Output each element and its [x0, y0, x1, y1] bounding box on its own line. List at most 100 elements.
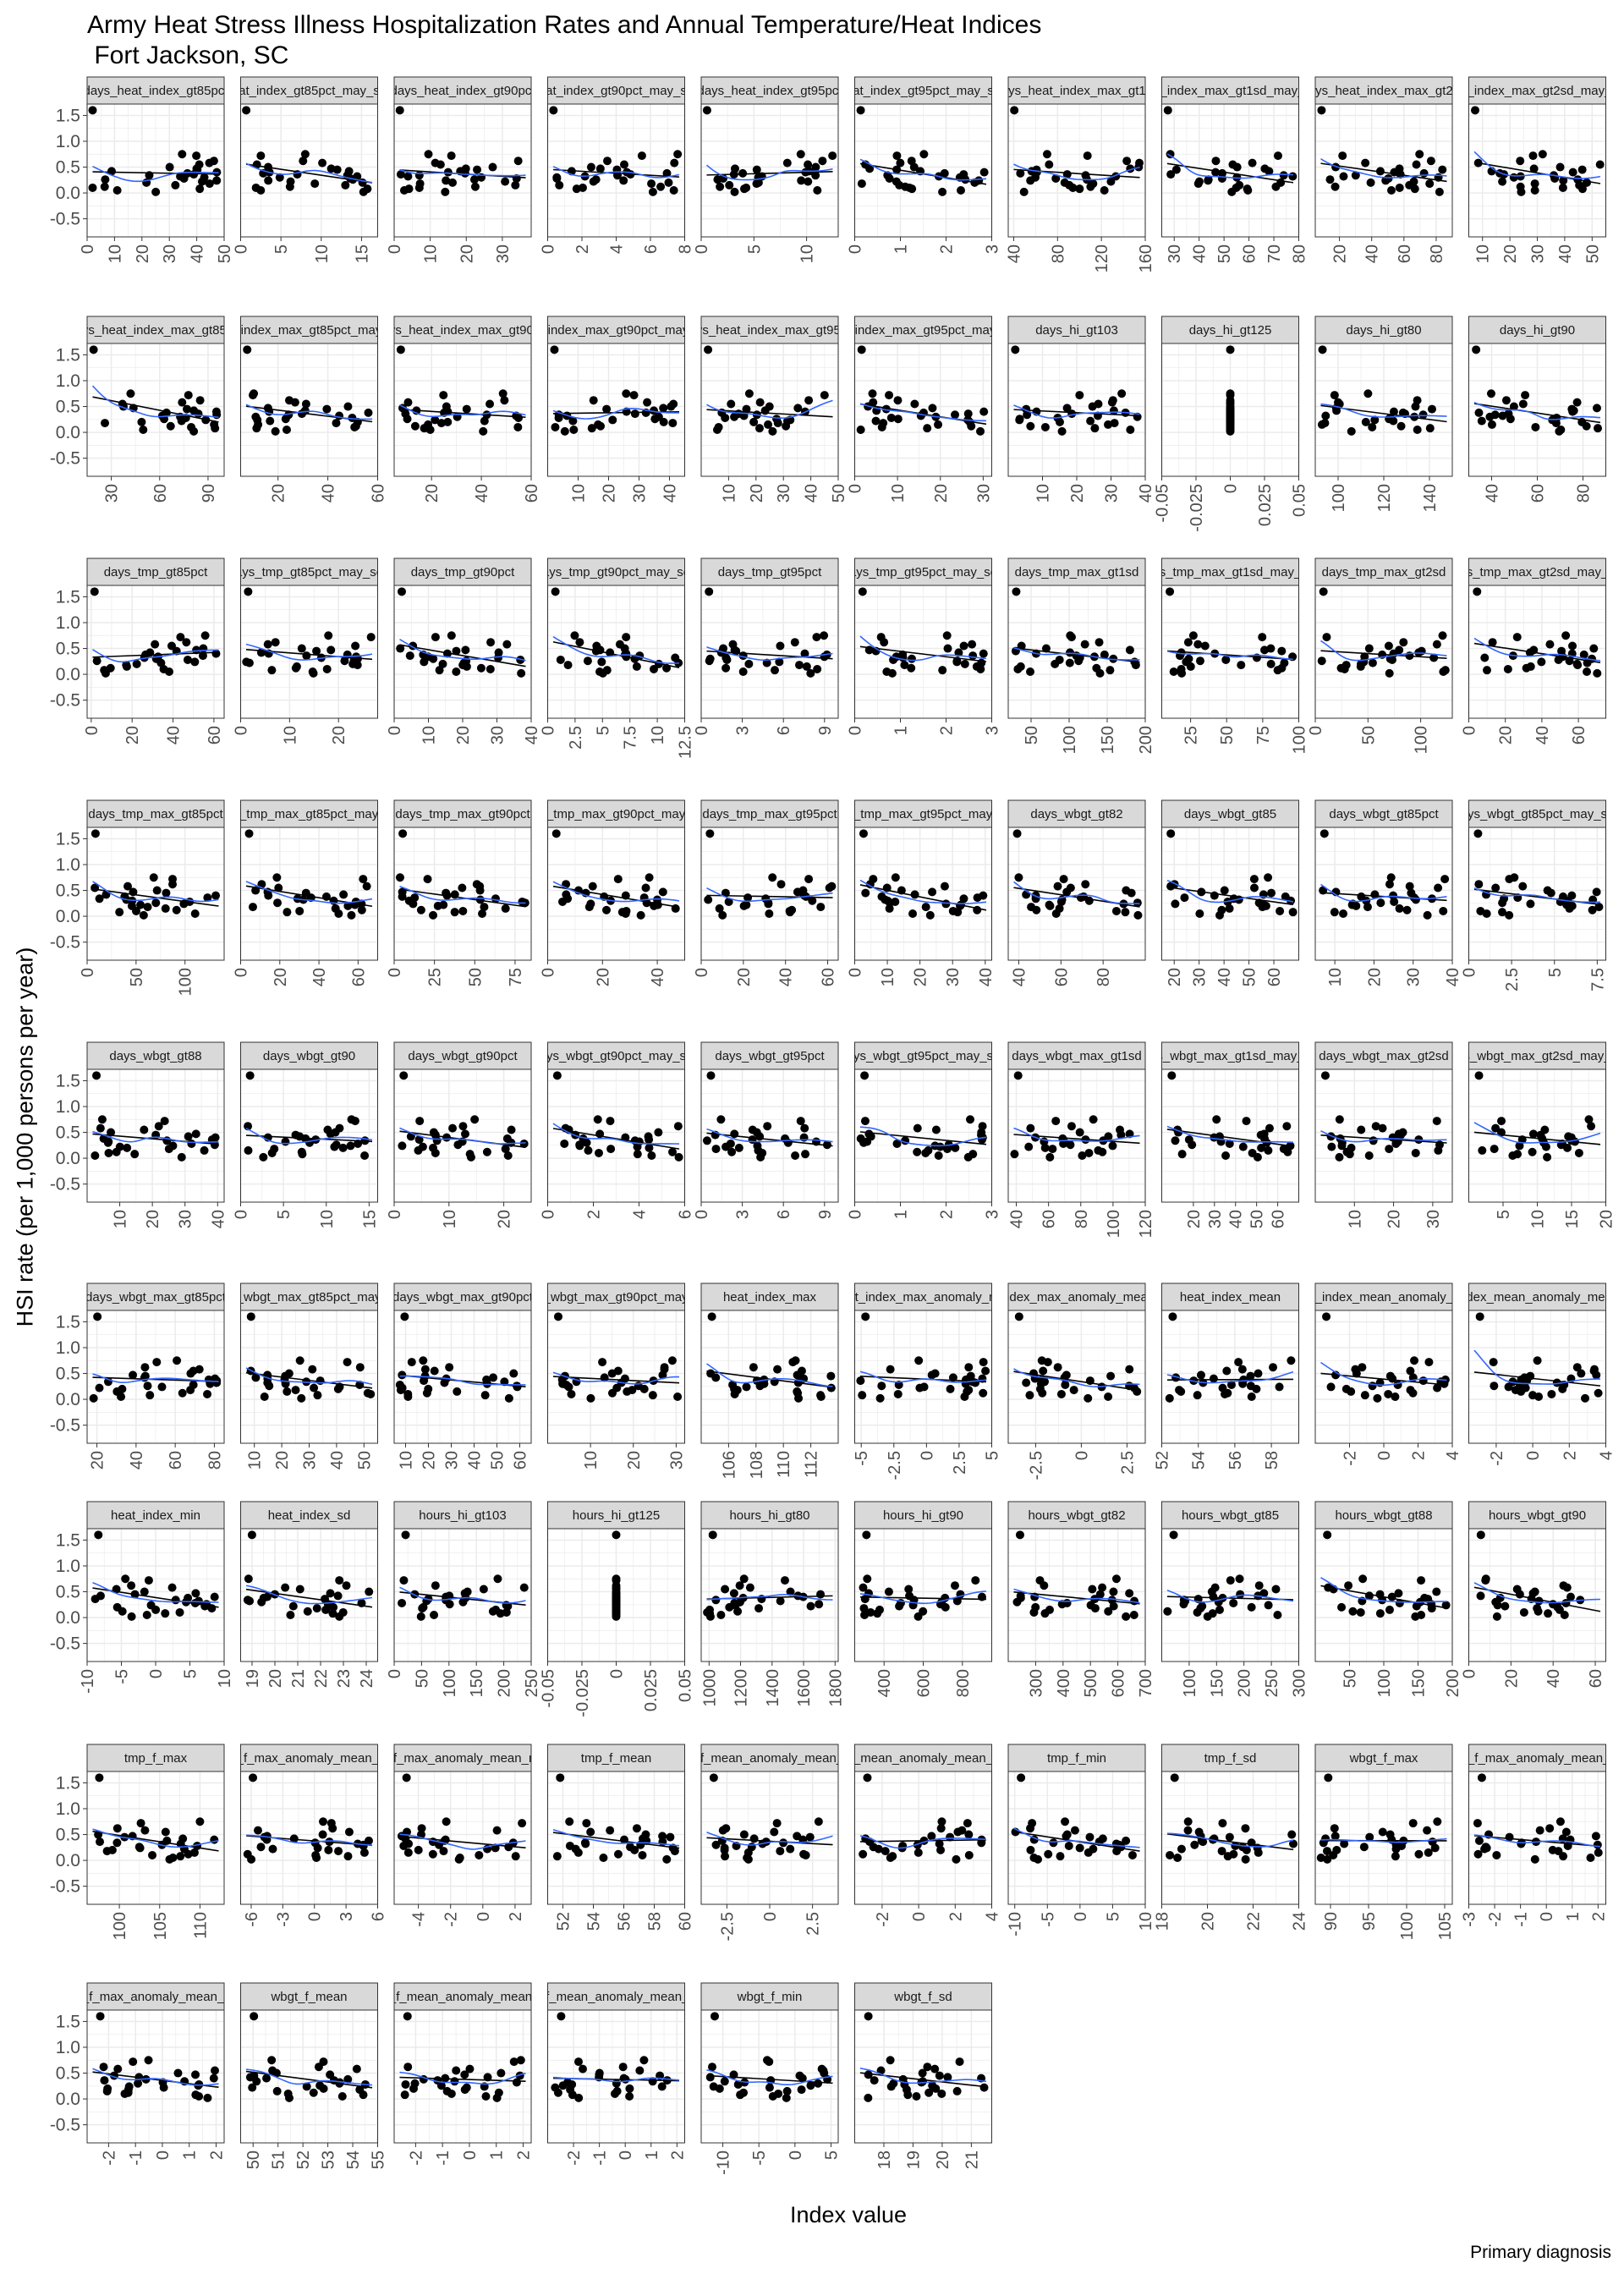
facet-panel: days_heat_index_gt85pct-0.50.00.51.01.50… [50, 76, 234, 263]
linear-fit-line [92, 396, 219, 423]
data-point [602, 905, 612, 915]
data-point [289, 1834, 299, 1843]
data-point [1414, 1849, 1424, 1859]
data-point [152, 1358, 162, 1367]
facet-strip-label: days_heat_index_max_gt95pct [682, 323, 858, 338]
y-tick-label: 0.0 [56, 1608, 80, 1628]
smooth-curve [245, 643, 373, 661]
data-point [721, 413, 730, 422]
data-point [667, 1356, 677, 1365]
data-point [1016, 168, 1025, 178]
panel-border [1314, 1771, 1453, 1905]
data-point [438, 659, 447, 668]
data-point [1324, 1773, 1333, 1782]
data-point [326, 1129, 335, 1139]
data-point [979, 1388, 988, 1398]
data-point [351, 641, 360, 651]
data-point [1389, 407, 1398, 416]
smooth-curve [552, 1829, 680, 1847]
facet-panel: days_tmp_gt85pct-0.50.00.51.01.50 20 40 60 [50, 558, 225, 744]
x-tick-label: 100 [441, 1669, 459, 1697]
facet-strip [1007, 1283, 1146, 1311]
y-tick-label: 0.0 [56, 1149, 80, 1168]
panel-border [700, 1310, 839, 1444]
x-tick-label: 7.5 [622, 726, 640, 750]
panel-border [86, 827, 225, 961]
data-point [1235, 1574, 1244, 1584]
linear-fit-line [92, 1587, 219, 1608]
smooth-curve [552, 407, 680, 420]
data-point [1434, 1145, 1443, 1155]
data-point [954, 648, 963, 657]
panel-border [393, 1310, 532, 1444]
data-point [1040, 422, 1050, 431]
y-tick-label: 0.5 [56, 640, 80, 659]
x-tick-label: 10 [720, 484, 738, 503]
data-point [1378, 1123, 1387, 1133]
panel-border [240, 103, 378, 238]
data-point [1498, 177, 1507, 186]
x-tick-label: 0 [386, 726, 404, 735]
data-point [1177, 668, 1187, 678]
data-point [165, 162, 174, 172]
data-point [480, 1391, 490, 1400]
data-point [298, 1150, 307, 1159]
data-point [319, 1817, 328, 1826]
data-point [1166, 829, 1176, 838]
data-point [914, 1612, 923, 1621]
x-tick-label: -4 [410, 1912, 429, 1927]
facet-strip-label: hours_wbgt_gt90 [1489, 1508, 1586, 1523]
facet-strip [1161, 1283, 1299, 1311]
linear-fit-line [92, 651, 219, 658]
data-point [773, 1365, 782, 1374]
data-point [504, 1843, 513, 1852]
data-point [1505, 875, 1514, 884]
data-point [1232, 162, 1242, 172]
data-point [865, 164, 875, 173]
data-point [877, 1381, 886, 1391]
data-point [950, 1581, 959, 1590]
data-point [1127, 1850, 1137, 1859]
data-point [1171, 165, 1181, 174]
data-point [768, 426, 777, 436]
facet-strip-label: days_wbgt_gt90 [263, 1049, 355, 1063]
data-point [1366, 178, 1375, 187]
data-point [1432, 1117, 1441, 1126]
panel-border [1161, 103, 1299, 238]
facet-strip [1468, 1744, 1606, 1772]
x-tick-label: 300 [1291, 1669, 1309, 1697]
data-point [606, 1826, 615, 1835]
data-point [1177, 1844, 1186, 1854]
data-point [1236, 1590, 1245, 1599]
x-tick-label: -2.5 [886, 1451, 904, 1480]
data-point [431, 633, 440, 642]
data-point [1384, 641, 1393, 651]
data-point [1227, 187, 1237, 196]
x-tick-label: -3 [274, 1912, 293, 1927]
data-point [749, 1834, 759, 1843]
data-point [1193, 640, 1203, 649]
data-point [1122, 1836, 1131, 1845]
data-point [705, 587, 714, 596]
data-point [267, 666, 277, 675]
data-point [414, 1845, 423, 1854]
data-point [357, 905, 366, 915]
data-point [1318, 345, 1327, 354]
data-point [796, 150, 805, 159]
facet-strip-label: days_wbgt_gt90pct_may_sep [532, 1049, 700, 1063]
data-point [1122, 1612, 1131, 1621]
x-tick-label: 3 [337, 1912, 356, 1921]
data-point [1593, 668, 1602, 678]
linear-fit-line [706, 894, 833, 898]
x-tick-label: 40 [1191, 244, 1210, 263]
data-point [1528, 1129, 1538, 1139]
data-point [587, 424, 596, 433]
smooth-curve [1166, 1832, 1294, 1848]
data-point [295, 1585, 304, 1594]
data-point [322, 664, 332, 673]
facet-strip [547, 1283, 685, 1311]
data-point [1117, 389, 1127, 398]
data-point [575, 1141, 584, 1151]
